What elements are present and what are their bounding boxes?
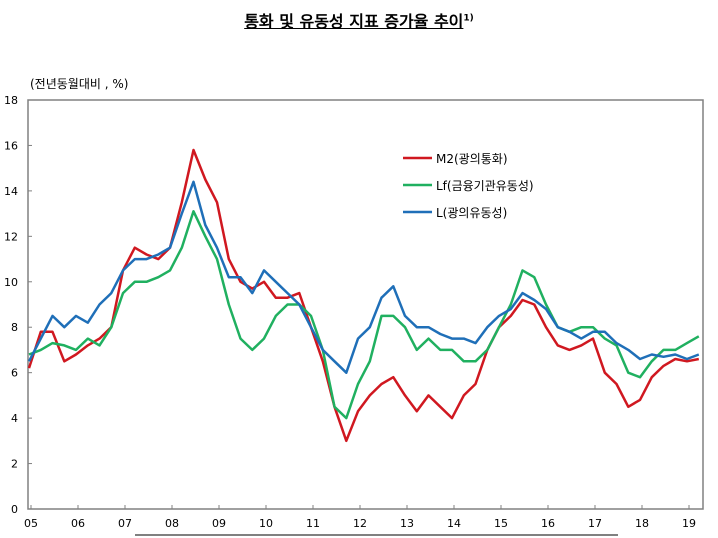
legend-label-0: M2(광의통화) — [436, 152, 508, 166]
legend-label-2: L(광의유동성) — [436, 206, 507, 220]
x-tick-label: 10 — [259, 517, 273, 530]
x-tick-label: 14 — [447, 517, 461, 530]
y-axis-label: (전년동월대비 , %) — [30, 77, 128, 91]
x-tick-label: 08 — [165, 517, 179, 530]
series-line-2 — [27, 180, 700, 374]
x-tick-label: 13 — [400, 517, 414, 530]
y-tick-label: 16 — [4, 139, 18, 152]
y-tick-label: 14 — [4, 185, 18, 198]
x-tick-label: 07 — [118, 517, 132, 530]
y-tick-label: 2 — [11, 458, 18, 471]
x-tick-label: 15 — [494, 517, 508, 530]
x-tick-label: 09 — [212, 517, 226, 530]
x-tick-label: 05 — [24, 517, 38, 530]
x-tick-label: 19 — [682, 517, 696, 530]
x-tick-label: 17 — [588, 517, 602, 530]
x-tick-label: 18 — [635, 517, 649, 530]
title-footnote-mark: 1) — [463, 13, 474, 24]
x-tick-label: 11 — [306, 517, 320, 530]
y-tick-label: 12 — [4, 230, 18, 243]
chart-title: 통화 및 유동성 지표 증가율 추이1) — [0, 8, 718, 32]
y-tick-label: 18 — [4, 94, 18, 107]
x-tick-label: 06 — [71, 517, 85, 530]
legend-label-1: Lf(금융기관유동성) — [436, 179, 534, 193]
x-tick-label: 12 — [353, 517, 367, 530]
title-text: 통화 및 유동성 지표 증가율 추이 — [244, 12, 464, 31]
x-tick-label: 16 — [541, 517, 555, 530]
y-tick-label: 8 — [11, 321, 18, 334]
series-line-0 — [27, 148, 700, 443]
plot-frame — [27, 99, 704, 510]
y-tick-label: 4 — [11, 412, 18, 425]
y-tick-label: 10 — [4, 276, 18, 289]
y-tick-label: 6 — [11, 367, 18, 380]
series-line-1 — [28, 210, 700, 420]
y-tick-label: 0 — [11, 503, 18, 516]
